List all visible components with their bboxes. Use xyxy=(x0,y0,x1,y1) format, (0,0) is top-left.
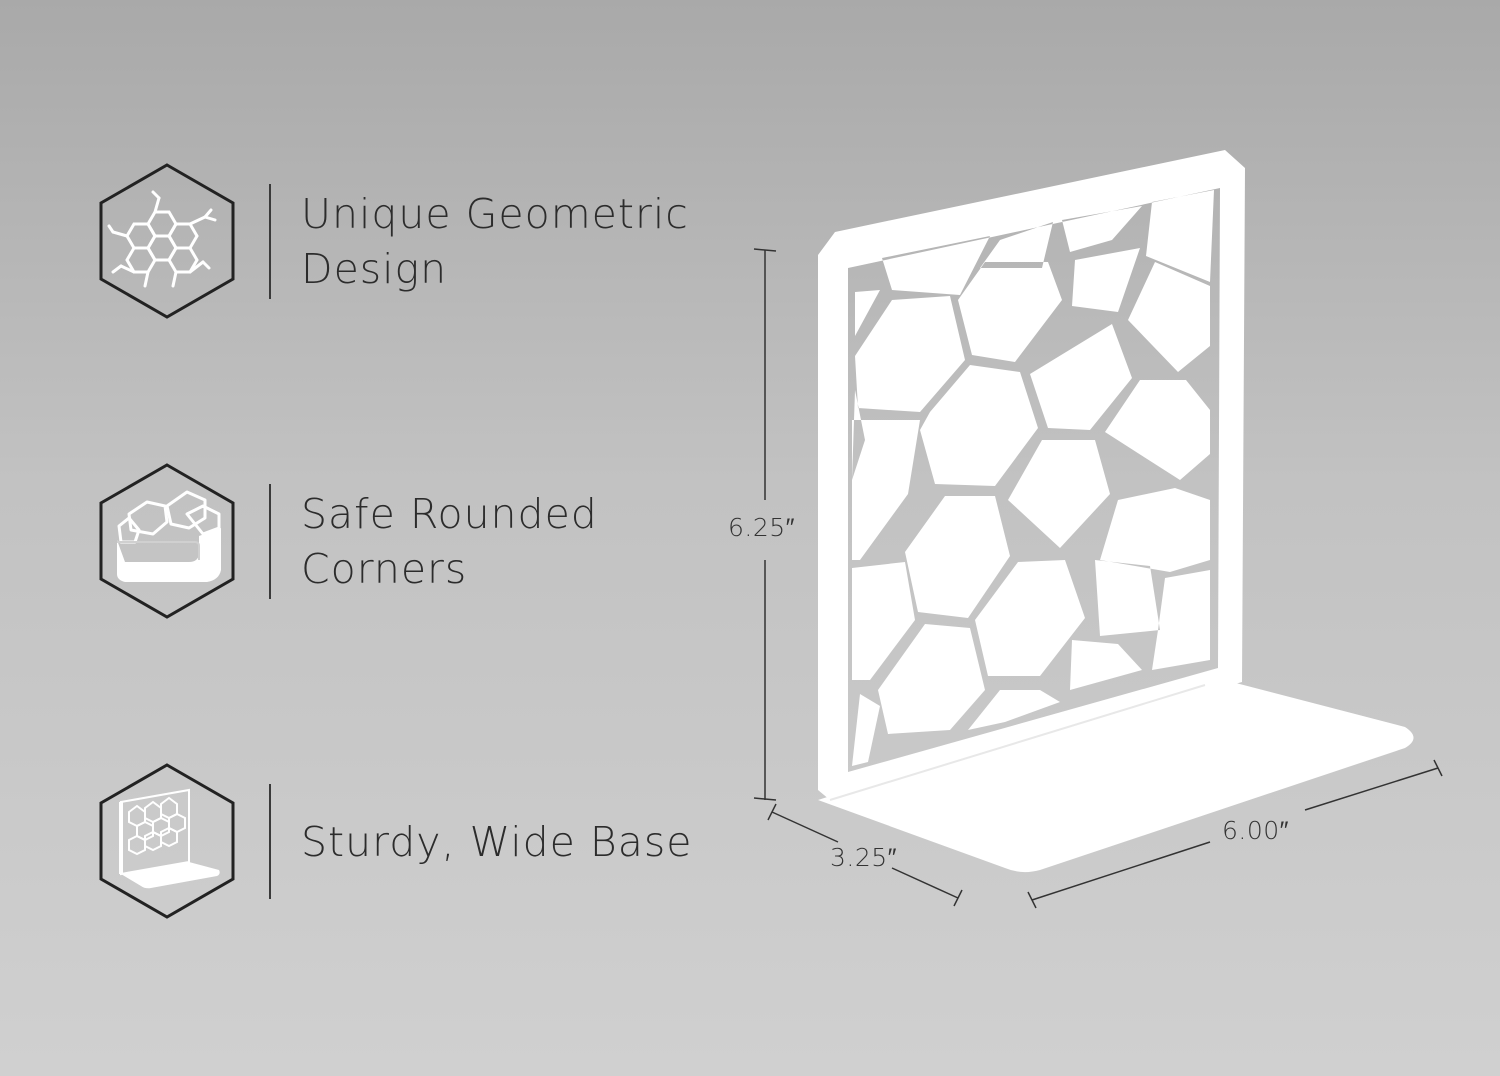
rounded-corner-icon xyxy=(99,463,235,619)
honeycomb-pattern-icon xyxy=(99,163,235,319)
feature-label: Sturdy, Wide Base xyxy=(301,817,693,866)
bookend-base xyxy=(818,675,1414,873)
divider xyxy=(269,184,271,299)
bookend-panel xyxy=(818,150,1245,800)
dimension-depth-label: 3.25″ xyxy=(830,843,898,872)
divider xyxy=(269,784,271,899)
bookend-base-icon xyxy=(99,763,235,919)
feature-safe-rounded-corners: Safe Rounded Corners xyxy=(95,462,735,622)
dimension-height-label: 6.25″ xyxy=(728,513,796,542)
divider xyxy=(269,484,271,599)
dimension-width-label: 6.00″ xyxy=(1222,816,1290,845)
feature-label: Safe Rounded Corners xyxy=(301,490,598,593)
feature-unique-geometric-design: Unique Geometric Design xyxy=(95,162,735,322)
feature-label: Unique Geometric Design xyxy=(301,190,689,293)
feature-sturdy-wide-base: Sturdy, Wide Base xyxy=(95,762,735,922)
